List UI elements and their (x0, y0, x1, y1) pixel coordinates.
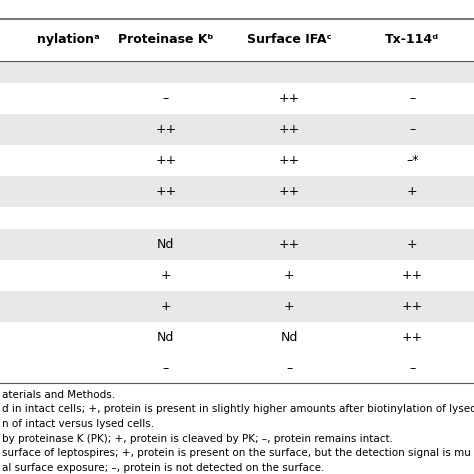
Text: +: + (284, 269, 294, 282)
Bar (0, 207, 474, 229)
Text: n of intact versus lysed cells.: n of intact versus lysed cells. (2, 419, 155, 429)
Text: ++: ++ (279, 185, 300, 198)
Text: +: + (407, 185, 418, 198)
Text: ++: ++ (402, 331, 423, 344)
Text: ++: ++ (155, 123, 176, 136)
Bar (0, 176, 474, 207)
Text: –: – (409, 92, 416, 105)
Text: –: – (163, 92, 169, 105)
Text: ++: ++ (279, 92, 300, 105)
Text: –: – (409, 362, 416, 374)
Text: –*: –* (406, 154, 419, 167)
Text: aterials and Methods.: aterials and Methods. (2, 390, 116, 400)
Text: –: – (409, 123, 416, 136)
Bar (0, 322, 474, 353)
Text: ++: ++ (402, 300, 423, 313)
Bar (0, 229, 474, 260)
Text: ++: ++ (155, 154, 176, 167)
Bar (0, 353, 474, 383)
Text: Nd: Nd (157, 331, 174, 344)
Text: –: – (163, 362, 169, 374)
Bar (0, 260, 474, 291)
Text: Nd: Nd (281, 331, 298, 344)
Text: ++: ++ (155, 185, 176, 198)
Text: d in intact cells; +, protein is present in slightly higher amounts after biotin: d in intact cells; +, protein is present… (2, 404, 474, 414)
Text: Surface IFAᶜ: Surface IFAᶜ (247, 33, 331, 46)
Bar (0, 19, 474, 61)
Text: +: + (407, 238, 418, 251)
Text: ++: ++ (402, 269, 423, 282)
Text: Nd: Nd (157, 238, 174, 251)
Text: Tx-114ᵈ: Tx-114ᵈ (385, 33, 439, 46)
Text: +: + (161, 269, 171, 282)
Text: al surface exposure; –, protein is not detected on the surface.: al surface exposure; –, protein is not d… (2, 463, 325, 473)
Text: ++: ++ (279, 154, 300, 167)
Text: ++: ++ (279, 123, 300, 136)
Text: ++: ++ (279, 238, 300, 251)
Bar (0, 61, 474, 83)
Text: –: – (286, 362, 292, 374)
Text: Proteinase Kᵇ: Proteinase Kᵇ (118, 33, 214, 46)
Bar (0, 145, 474, 176)
Text: by proteinase K (PK); +, protein is cleaved by PK; –, protein remains intact.: by proteinase K (PK); +, protein is clea… (2, 434, 393, 444)
Text: surface of leptospires; +, protein is present on the surface, but the detection : surface of leptospires; +, protein is pr… (2, 448, 471, 458)
Text: +: + (161, 300, 171, 313)
Text: nylationᵃ: nylationᵃ (37, 33, 100, 46)
Bar (0, 114, 474, 145)
Text: +: + (284, 300, 294, 313)
Bar (0, 291, 474, 322)
Bar (0, 83, 474, 114)
